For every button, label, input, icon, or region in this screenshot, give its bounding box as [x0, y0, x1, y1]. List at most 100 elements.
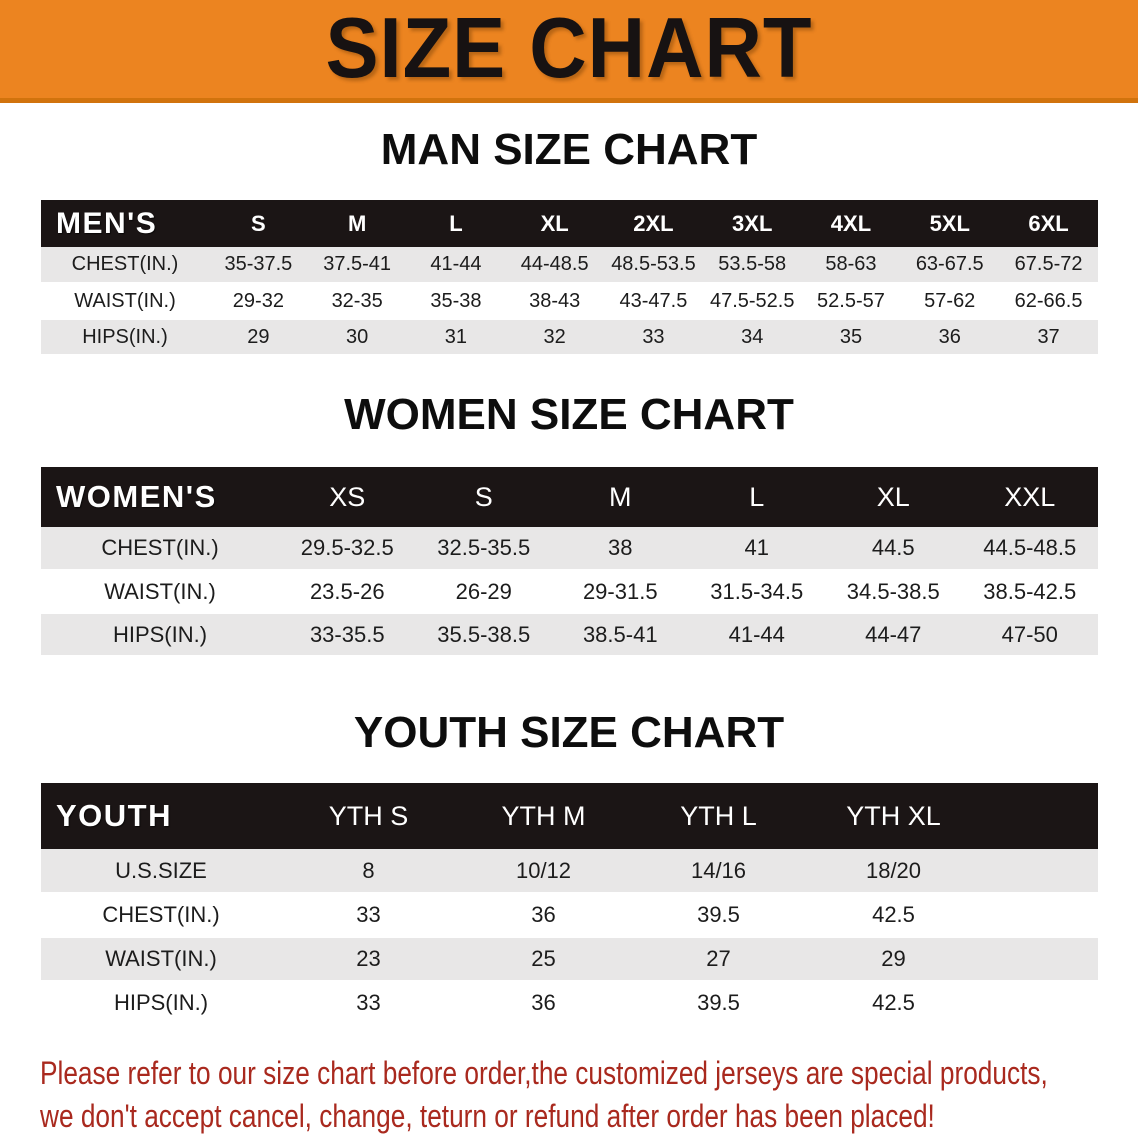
size-value-cell: 52.5-57: [817, 289, 885, 312]
table-row: HIPS(IN.) 29 30 31 32 33 34 35 36 37: [41, 319, 1098, 355]
filler-cell: [981, 783, 1098, 849]
size-value-cell: 39.5: [697, 902, 740, 927]
man-size-chart-title: MAN SIZE CHART: [380, 125, 758, 174]
column-header: YTH M: [501, 800, 586, 831]
row-label: U.S.SIZE: [115, 857, 207, 883]
size-value-cell: 29-32: [232, 289, 284, 312]
size-value-cell: 63-67.5: [915, 253, 984, 275]
size-value-cell: 32-35: [331, 289, 383, 312]
row-label: WAIST(IN.): [105, 946, 217, 971]
size-value-cell: 8: [362, 857, 375, 883]
header-row: YOUTH YTH S YTH M YTH L YTH XL: [41, 783, 1098, 849]
order-policy-line-1: Please refer to our size chart before or…: [40, 1055, 1048, 1091]
size-value-cell: 47.5-52.5: [709, 289, 795, 312]
size-value-cell: 29-31.5: [582, 578, 658, 604]
size-value-cell: 44.5: [871, 535, 915, 560]
filler-cell: [981, 981, 1098, 1025]
youth-size-chart-title: YOUTH SIZE CHART: [353, 708, 785, 757]
column-header: YTH S: [328, 800, 409, 831]
size-value-cell: 48.5-53.5: [611, 253, 696, 275]
womens-size-table: WOMEN'S XS S M L XL XXL CHEST(IN.) 29.5-32.5 32.5…: [41, 467, 1098, 657]
table-title-cell: YOUTH: [56, 798, 172, 833]
column-header: L: [749, 481, 765, 512]
order-policy-note: Please refer to our size chart before or…: [40, 1052, 1138, 1138]
size-value-cell: 41-44: [728, 621, 785, 647]
table-row: WAIST(IN.) 23.5-26 26-29 29-31.5 31.5-34.5 34…: [41, 570, 1098, 613]
column-header: XS: [329, 481, 366, 512]
size-value-cell: 18/20: [865, 857, 922, 883]
size-value-cell: 41-44: [430, 253, 482, 275]
size-value-cell: 38.5-42.5: [983, 578, 1077, 604]
size-value-cell: 34: [741, 325, 764, 348]
row-label: HIPS(IN.): [82, 325, 168, 348]
size-value-cell: 33-35.5: [309, 621, 385, 647]
size-value-cell: 38.5-41: [582, 621, 658, 647]
size-value-cell: 23: [356, 946, 381, 971]
column-header: S: [474, 481, 493, 512]
size-value-cell: 36: [531, 902, 556, 927]
row-label: CHEST(IN.): [71, 253, 179, 275]
header-row: WOMEN'S XS S M L XL XXL: [41, 467, 1098, 527]
size-value-cell: 30: [346, 325, 369, 348]
column-header: L: [449, 210, 463, 236]
size-value-cell: 29.5-32.5: [300, 535, 394, 560]
column-header: YTH L: [680, 800, 757, 831]
size-value-cell: 33: [356, 990, 381, 1015]
table-row: CHEST(IN.) 29.5-32.5 32.5-35.5 38 41 44.5 44.5…: [41, 527, 1098, 570]
size-value-cell: 26-29: [455, 578, 512, 604]
size-value-cell: 41: [744, 535, 769, 560]
size-value-cell: 29: [247, 325, 270, 348]
column-header: 6XL: [1028, 210, 1069, 236]
size-value-cell: 53.5-58: [718, 253, 787, 275]
banner-title: SIZE CHART: [325, 1, 813, 96]
size-value-cell: 67.5-72: [1014, 253, 1083, 275]
table-row: CHEST(IN.) 33 36 39.5 42.5: [41, 893, 1098, 937]
size-value-cell: 44-47: [865, 621, 922, 647]
column-header: XL: [876, 481, 910, 512]
size-value-cell: 43-47.5: [619, 289, 688, 312]
size-value-cell: 33: [356, 902, 381, 927]
column-header: YTH XL: [846, 800, 941, 831]
size-value-cell: 32.5-35.5: [437, 535, 531, 560]
size-value-cell: 14/16: [690, 857, 747, 883]
size-value-cell: 58-63: [825, 253, 877, 275]
size-value-cell: 39.5: [697, 990, 740, 1015]
column-header: XL: [540, 210, 569, 236]
row-label: CHEST(IN.): [101, 535, 219, 560]
column-header: 4XL: [830, 210, 872, 236]
column-header: 3XL: [732, 210, 773, 236]
size-value-cell: 42.5: [872, 902, 915, 927]
column-header: S: [251, 210, 266, 236]
table-row: U.S.SIZE 8 10/12 14/16 18/20: [41, 849, 1098, 893]
filler-cell: [981, 893, 1098, 937]
size-value-cell: 36: [938, 325, 961, 348]
size-value-cell: 47-50: [1001, 621, 1058, 647]
table-row: HIPS(IN.) 33-35.5 35.5-38.5 38.5-41 41-44 44-…: [41, 613, 1098, 656]
size-value-cell: 29: [881, 946, 906, 971]
size-value-cell: 31.5-34.5: [710, 578, 804, 604]
table-row: CHEST(IN.) 35-37.5 37.5-41 41-44 44-48.5 48.5…: [41, 247, 1098, 283]
size-value-cell: 31: [444, 325, 468, 348]
column-header: XXL: [1004, 481, 1056, 512]
size-value-cell: 35: [839, 325, 863, 348]
size-value-cell: 42.5: [872, 990, 915, 1015]
size-chart-banner: SIZE CHART: [0, 0, 1138, 103]
table-row: WAIST(IN.) 23 25 27 29: [41, 937, 1098, 981]
row-label: WAIST(IN.): [74, 289, 176, 312]
mens-size-table: MEN'S S M L XL 2XL 3XL 4XL 5XL 6XL CHEST(IN.) 35-37…: [41, 200, 1098, 356]
table-row: HIPS(IN.) 33 36 39.5 42.5: [41, 981, 1098, 1025]
row-label: HIPS(IN.): [112, 621, 208, 647]
size-value-cell: 34.5-38.5: [846, 578, 940, 604]
size-value-cell: 27: [706, 946, 731, 971]
column-header: 5XL: [929, 210, 970, 236]
size-value-cell: 44-48.5: [520, 253, 589, 275]
size-value-cell: 33: [642, 325, 665, 348]
women-size-chart-title: WOMEN SIZE CHART: [344, 390, 794, 439]
row-label: WAIST(IN.): [104, 578, 216, 604]
filler-cell: [981, 849, 1098, 893]
size-value-cell: 62-66.5: [1014, 289, 1083, 312]
order-policy-line-2: we don't accept cancel, change, teturn o…: [40, 1098, 935, 1134]
table-title-cell: WOMEN'S: [56, 479, 217, 514]
table-row: WAIST(IN.) 29-32 32-35 35-38 38-43 43-47.5 47.…: [41, 283, 1098, 319]
column-header: 2XL: [633, 210, 674, 236]
